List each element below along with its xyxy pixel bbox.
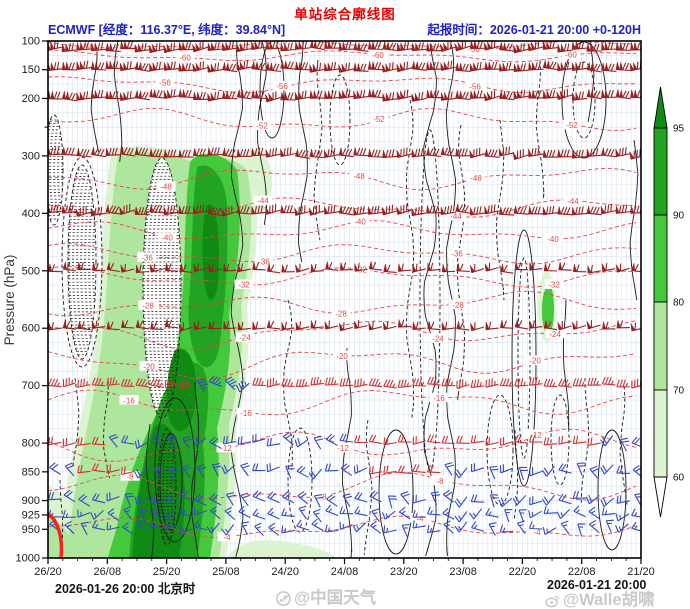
isotherm-label: -16 bbox=[433, 394, 445, 403]
rh-colorbar: 95 90 80 70 60 bbox=[653, 86, 685, 518]
isotherm-label: -32 bbox=[238, 281, 250, 290]
colorbar-tick-label: 90 bbox=[673, 211, 685, 222]
watermark-bottom-right: @Walle胡啸 bbox=[545, 586, 655, 609]
x-tick-label: 24/08 bbox=[331, 566, 359, 578]
wind-barbs bbox=[48, 41, 641, 538]
isotherm-label: -52 bbox=[566, 121, 578, 130]
isotherm-label: -28 bbox=[452, 301, 464, 310]
isotherm-label: -8 bbox=[436, 477, 444, 486]
isotherm-label: -40 bbox=[547, 235, 559, 244]
x-tick-label: 26/20 bbox=[34, 566, 62, 578]
x-tick-label: 22/20 bbox=[509, 566, 537, 578]
isotherm-label: -52 bbox=[256, 122, 268, 131]
y-tick-label: 700 bbox=[22, 380, 40, 392]
y-tick-label: 300 bbox=[22, 150, 40, 162]
isotherm-label: -60 bbox=[179, 54, 191, 63]
x-tick-label: 23/20 bbox=[390, 566, 418, 578]
page-title: 单站综合廓线图 bbox=[294, 7, 396, 22]
y-tick-label: 600 bbox=[22, 323, 40, 335]
watermark-center: @中国天气 bbox=[276, 584, 376, 609]
y-tick-label: 150 bbox=[22, 64, 40, 76]
y-tick-label: 500 bbox=[22, 265, 40, 277]
isotherm-label: -48 bbox=[353, 172, 365, 181]
x-tick-label: 23/08 bbox=[449, 566, 477, 578]
isotherm-label: -20 bbox=[529, 357, 541, 366]
y-tick-label: 200 bbox=[22, 93, 40, 105]
broadcast-icon bbox=[276, 591, 291, 609]
watermark-right-text: @Walle胡啸 bbox=[563, 591, 655, 609]
y-tick-label: 950 bbox=[22, 524, 40, 536]
rh-shading bbox=[48, 115, 556, 558]
isotherm-label: -56 bbox=[468, 45, 480, 54]
colorbar-tick-label: 60 bbox=[673, 473, 685, 484]
isotherm-label: -24 bbox=[239, 334, 251, 343]
isotherm-label: -16 bbox=[240, 409, 252, 418]
y-tick-label: 400 bbox=[22, 208, 40, 220]
isotherm-label: -4 bbox=[223, 533, 231, 542]
isotherm-label: -56 bbox=[82, 43, 94, 52]
valid-time-footer: 2026-01-26 20:00 北京时 bbox=[55, 582, 196, 596]
isotherm-label: -12 bbox=[220, 444, 232, 453]
isotherm-label: -12 bbox=[337, 444, 349, 453]
model-location-header: ECMWF [经度：116.37°E, 纬度：39.84°N] bbox=[48, 23, 286, 37]
x-tick-label: 21/20 bbox=[627, 566, 655, 578]
isotherm-label: -56 bbox=[159, 78, 171, 87]
x-tick-label: 25/08 bbox=[212, 566, 240, 578]
y-axis-label: Pressure (hPa) bbox=[2, 255, 17, 346]
isotherm-label: -40 bbox=[354, 218, 366, 227]
y-tick-label: 925 bbox=[22, 509, 40, 521]
isotherm-label: -28 bbox=[142, 302, 154, 311]
isotherm-label: -20 bbox=[143, 362, 155, 371]
isotherm-label: -56 bbox=[469, 82, 481, 91]
isotherm-label: -36 bbox=[141, 254, 153, 263]
isotherm-label: -36 bbox=[451, 249, 463, 258]
x-tick-label: 25/20 bbox=[153, 566, 181, 578]
x-tick-label: 22/08 bbox=[568, 566, 596, 578]
isotherm-label: -52 bbox=[373, 115, 385, 124]
y-tick-label: 850 bbox=[22, 466, 40, 478]
isotherm-label: -60 bbox=[565, 51, 577, 60]
y-tick-label: 1000 bbox=[16, 553, 40, 565]
isotherm-label: -4 bbox=[533, 528, 541, 537]
isotherm-label: -4 bbox=[416, 514, 424, 523]
x-tick-label: 26/08 bbox=[94, 566, 122, 578]
init-time-footer: 2026-01-21 20:00 bbox=[547, 578, 647, 592]
x-tick-label: 24/20 bbox=[271, 566, 299, 578]
isotherm-label: -24 bbox=[549, 330, 561, 339]
isotherm-label: -8 bbox=[319, 492, 327, 501]
isotherm-label: -40 bbox=[161, 233, 173, 242]
init-time-header: 起报时间：2026-01-21 20:00 +0-120H bbox=[427, 23, 641, 37]
isotherm-label: -56 bbox=[276, 82, 288, 91]
isotherm-label: -44 bbox=[567, 197, 579, 206]
isotherm-label: -28 bbox=[335, 310, 347, 319]
y-tick-label: 800 bbox=[22, 438, 40, 450]
isotherm-label: -44 bbox=[450, 212, 462, 221]
isotherm-label: -36 bbox=[258, 258, 270, 267]
isotherm-label: -48 bbox=[470, 174, 482, 183]
isotherm-label: -12 bbox=[530, 431, 542, 440]
watermark-center-text: @中国天气 bbox=[294, 589, 377, 607]
isotherm-label: -8 bbox=[126, 472, 134, 481]
isotherm-label: -20 bbox=[336, 352, 348, 361]
plot-frame-and-axes: 100 150 200 300 400 500 600 700 800 850 900 925 950 1… bbox=[16, 36, 655, 579]
y-tick-label: 900 bbox=[22, 495, 40, 507]
y-tick-label: 100 bbox=[22, 36, 40, 48]
isotherm-label: -60 bbox=[372, 51, 384, 60]
colorbar-tick-label: 80 bbox=[673, 298, 685, 309]
isotherm-label: -44 bbox=[257, 197, 269, 206]
colorbar-tick-label: 70 bbox=[673, 386, 685, 397]
isotherm-label: -24 bbox=[432, 334, 444, 343]
colorbar-tick-label: 95 bbox=[673, 124, 685, 135]
isotherm-label: -48 bbox=[160, 182, 172, 191]
bold-red-contour bbox=[48, 512, 64, 558]
isotherm-contours: -56-56-56-60 -60 -60-56 -56-56-52-52-52-48-… bbox=[48, 41, 637, 542]
isotherm-label: -32 bbox=[548, 281, 560, 290]
weibo-icon bbox=[545, 593, 560, 609]
isotherm-label: -16 bbox=[123, 396, 135, 405]
